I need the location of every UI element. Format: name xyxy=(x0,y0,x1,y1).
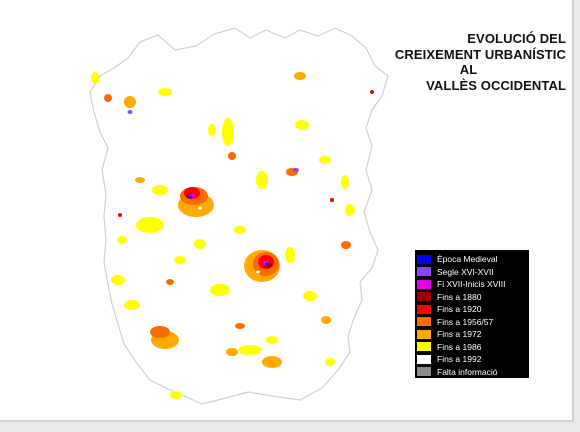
legend-label: Fins a 1920 xyxy=(437,304,482,315)
territory-outline xyxy=(89,27,389,405)
title-line-4: VALLÈS OCCIDENTAL xyxy=(426,77,566,93)
legend-label: Fins a 1972 xyxy=(437,329,482,340)
title-line-1: EVOLUCIÓ DEL xyxy=(467,31,566,46)
legend-label: Època Medieval xyxy=(437,254,498,265)
legend-label: Fins a 1880 xyxy=(437,291,482,302)
legend-item: Fins a 1986 xyxy=(417,341,529,354)
historic-cores xyxy=(127,110,299,266)
legend-label: Fins a 1956/57 xyxy=(437,316,494,327)
urban-growth-map xyxy=(89,27,389,405)
legend-swatch xyxy=(417,317,431,327)
legend-label: Fi XVII-Inicis XVIII xyxy=(437,279,506,290)
legend-item: Segle XVI-XVII xyxy=(417,266,529,279)
legend-swatch xyxy=(417,367,431,377)
legend-item: Època Medieval xyxy=(417,253,529,266)
legend-item: Fins a 1880 xyxy=(417,291,529,304)
legend-swatch xyxy=(417,354,431,364)
legend-label: Segle XVI-XVII xyxy=(437,266,494,277)
legend-swatch xyxy=(417,254,431,264)
legend-item: Fins a 1972 xyxy=(417,328,529,341)
legend-swatch xyxy=(417,279,431,289)
map-title: EVOLUCIÓ DEL CREIXEMENT URBANÍSTIC AL VA… xyxy=(316,31,566,93)
title-line-2: CREIXEMENT URBANÍSTIC xyxy=(394,46,566,62)
legend-label: Falta informació xyxy=(437,366,498,377)
legend-swatch xyxy=(417,329,431,339)
legend-label: Fins a 1992 xyxy=(437,354,482,365)
legend-swatch xyxy=(417,292,431,302)
legend-item: Falta informació xyxy=(417,366,529,379)
legend-label: Fins a 1986 xyxy=(437,341,482,352)
legend-item: Fi XVII-Inicis XVIII xyxy=(417,278,529,291)
legend-item: Fins a 1956/57 xyxy=(417,316,529,329)
map-legend: Època Medieval Segle XVI-XVII Fi XVII-In… xyxy=(415,250,529,378)
legend-swatch xyxy=(417,342,431,352)
legend-item: Fins a 1920 xyxy=(417,303,529,316)
legend-swatch xyxy=(417,304,431,314)
legend-swatch xyxy=(417,267,431,277)
patches-1986 xyxy=(91,72,355,399)
legend-item: Fins a 1992 xyxy=(417,353,529,366)
patches-1992 xyxy=(198,206,260,274)
title-line-3: AL xyxy=(459,62,478,77)
